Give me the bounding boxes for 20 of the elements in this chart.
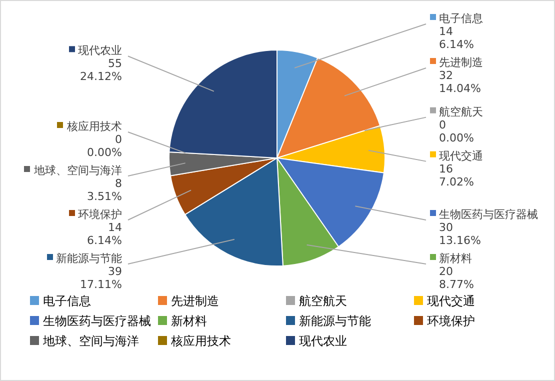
legend-label: 地球、空间与海洋 — [33, 164, 122, 177]
legend-label: 现代交通 — [439, 149, 483, 162]
data-label: 20 8.77% — [439, 265, 474, 291]
legend-label: 现代农业 — [78, 44, 122, 58]
data-label: 55 24.12% — [80, 57, 122, 84]
data-label: 8 3.51% — [87, 177, 122, 203]
legend-label: 新材料 — [171, 314, 207, 328]
legend-label: 新能源与节能 — [299, 314, 371, 328]
data-label: 32 14.04% — [439, 69, 481, 95]
legend-label: 环境保护 — [78, 208, 122, 221]
data-label: 39 17.11% — [80, 265, 122, 291]
data-label: 30 13.16% — [439, 221, 481, 247]
legend-label: 核应用技术 — [66, 120, 122, 133]
data-label: 14 6.14% — [439, 25, 474, 51]
legend-label: 电子信息 — [439, 12, 483, 25]
data-label: 16 7.02% — [439, 162, 474, 188]
legend-label: 生物医药与医疗器械 — [439, 208, 538, 221]
legend-label: 先进制造 — [439, 56, 483, 69]
legend-label: 航空航天 — [439, 105, 483, 118]
data-label: 14 6.14% — [87, 221, 122, 247]
